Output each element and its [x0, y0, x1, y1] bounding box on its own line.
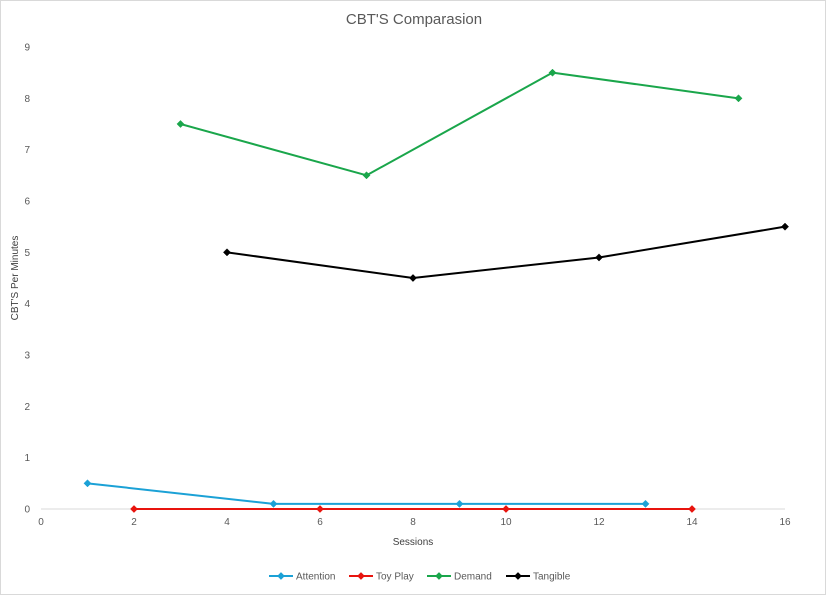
series-toy-play: [130, 505, 696, 513]
data-point-demand: [734, 94, 743, 103]
series-attention: [83, 479, 650, 508]
x-tick-label: 4: [224, 517, 230, 528]
data-point-toy-play: [130, 505, 138, 513]
y-tick-label: 6: [24, 197, 30, 208]
x-tick-label: 6: [317, 517, 323, 528]
y-tick-label: 8: [24, 94, 30, 105]
legend-marker-tangible: [514, 572, 522, 580]
data-point-tangible: [409, 274, 417, 282]
chart-title: CBT'S Comparasion: [346, 11, 482, 28]
x-tick-label: 12: [593, 517, 605, 528]
data-point-attention: [455, 499, 464, 508]
data-point-tangible: [781, 222, 789, 231]
legend-item-demand: Demand: [427, 572, 492, 583]
data-point-demand: [362, 171, 371, 180]
legend-marker-demand: [435, 572, 443, 580]
data-point-toy-play: [502, 505, 510, 513]
series-line-tangible: [226, 225, 786, 279]
x-tick-label: 0: [38, 517, 44, 528]
legend-label-demand: Demand: [454, 572, 492, 583]
legend-item-toy-play: Toy Play: [349, 572, 414, 583]
legend-label-attention: Attention: [296, 572, 335, 583]
series-demand: [176, 68, 743, 180]
x-tick-label: 8: [410, 517, 416, 528]
x-tick-label: 2: [131, 517, 137, 528]
legend-label-toy-play: Toy Play: [376, 572, 414, 583]
legend-item-tangible: Tangible: [506, 572, 571, 583]
x-axis-title: Sessions: [393, 537, 434, 548]
series-tangible: [223, 222, 789, 282]
y-tick-label: 2: [24, 402, 30, 413]
y-tick-label: 7: [24, 145, 30, 156]
y-axis-title: CBT'S Per Minutes: [10, 236, 21, 321]
legend: Attention Toy Play Demand Tangible: [269, 572, 571, 583]
x-tick-label: 10: [500, 517, 512, 528]
series-line-attention: [87, 482, 646, 505]
data-point-attention: [269, 499, 278, 508]
legend-label-tangible: Tangible: [533, 572, 571, 583]
legend-marker-toy-play: [357, 572, 365, 580]
legend-item-attention: Attention: [269, 572, 335, 583]
x-tick-label: 14: [686, 517, 698, 528]
y-tick-label: 0: [24, 505, 30, 516]
series-group: [83, 68, 789, 513]
data-point-toy-play: [688, 505, 696, 513]
data-point-demand: [176, 120, 185, 128]
data-point-attention: [83, 479, 92, 488]
y-tick-label: 9: [24, 43, 30, 54]
y-tick-label: 5: [24, 248, 30, 259]
data-point-attention: [641, 499, 650, 508]
y-tick-label: 3: [24, 351, 30, 362]
data-point-demand: [548, 68, 557, 77]
data-point-tangible: [595, 253, 603, 262]
legend-marker-attention: [277, 572, 285, 580]
y-tick-label: 1: [24, 453, 30, 464]
data-point-toy-play: [316, 505, 324, 513]
x-tick-label: 16: [779, 517, 791, 528]
series-line-demand: [180, 71, 739, 177]
y-tick-label: 4: [24, 299, 30, 310]
data-point-tangible: [223, 248, 231, 257]
